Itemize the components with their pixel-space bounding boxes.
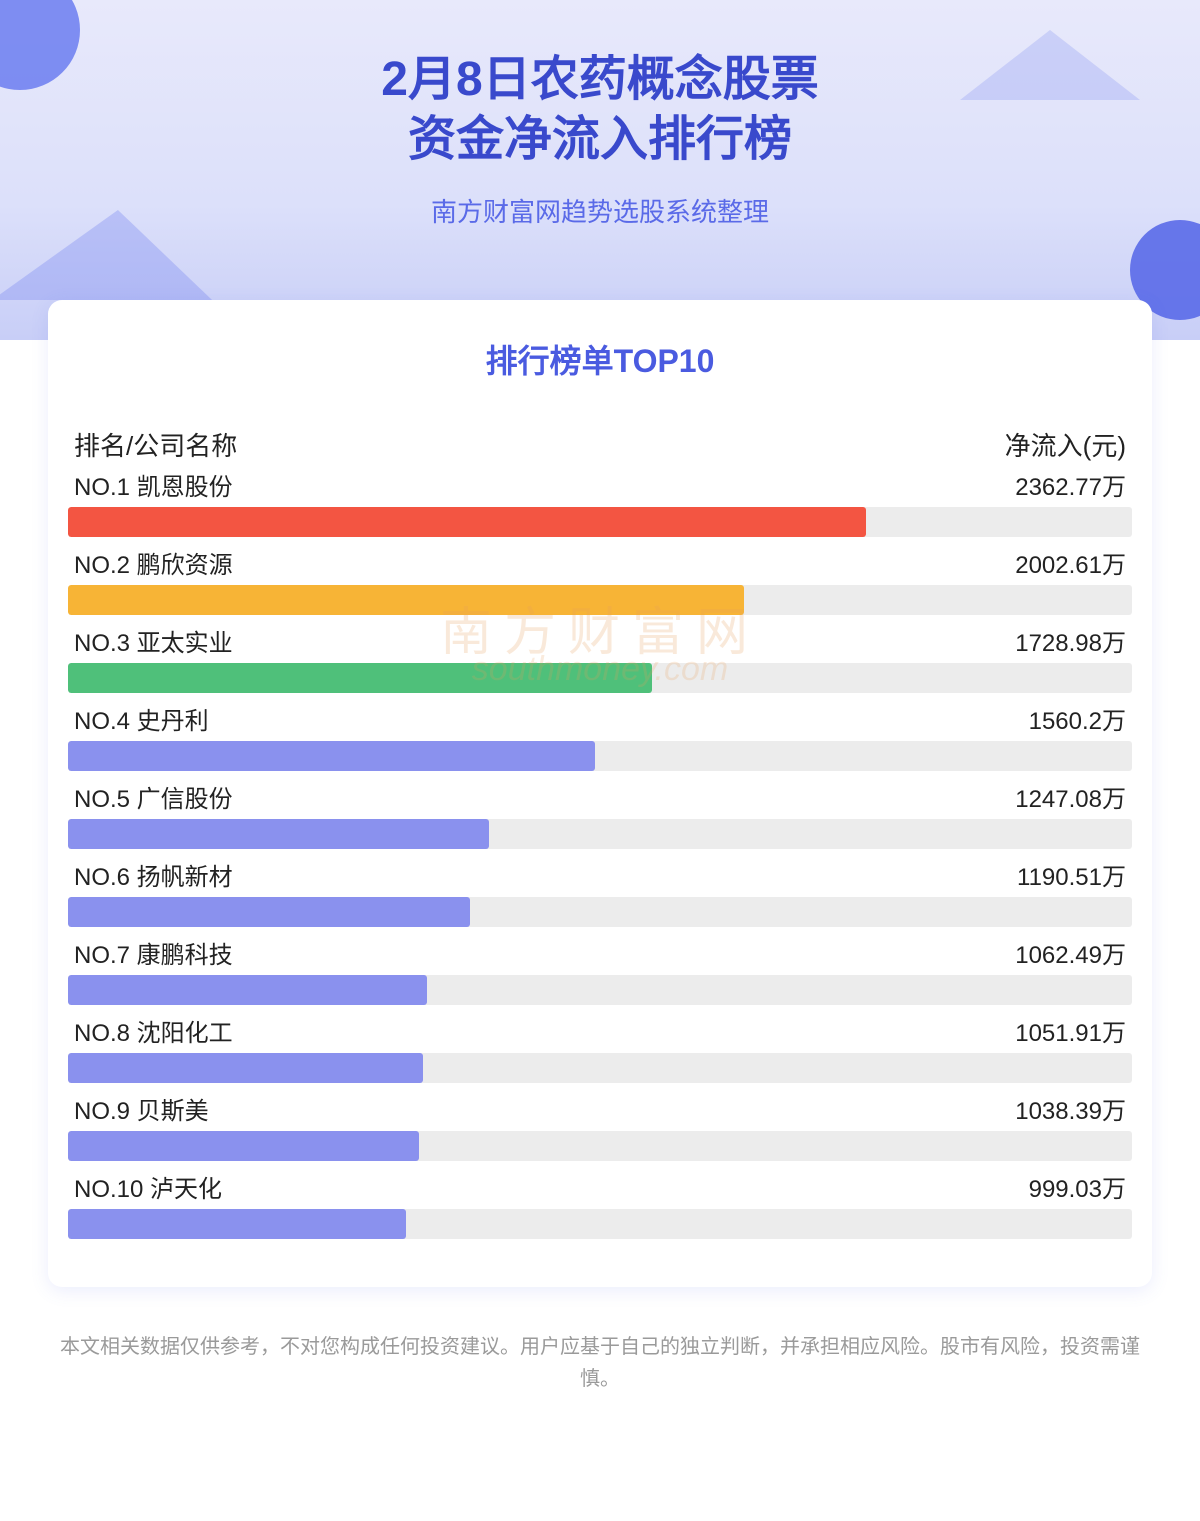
ranking-row: NO.2 鹏欣资源 2002.61万 (68, 545, 1132, 615)
bar-track (68, 507, 1132, 537)
rows-container: NO.1 凯恩股份 2362.77万 NO.2 鹏欣资源 2002.61万 NO.3 亚… (68, 467, 1132, 1239)
bar-track (68, 663, 1132, 693)
row-label: NO.5 广信股份 (74, 779, 233, 814)
bar-track (68, 741, 1132, 771)
bar-track (68, 819, 1132, 849)
ranking-row: NO.7 康鹏科技 1062.49万 (68, 935, 1132, 1005)
bar-track (68, 1209, 1132, 1239)
card-title: 排行榜单TOP10 (68, 336, 1132, 382)
bar-fill (68, 819, 489, 849)
row-header: NO.4 史丹利 1560.2万 (68, 701, 1132, 736)
col-header-right: 净流入(元) (1005, 426, 1126, 463)
row-value: 1038.39万 (1015, 1091, 1126, 1126)
row-header: NO.3 亚太实业 1728.98万 (68, 623, 1132, 658)
row-header: NO.7 康鹏科技 1062.49万 (68, 935, 1132, 970)
bar-fill (68, 1131, 419, 1161)
row-value: 2002.61万 (1015, 545, 1126, 580)
disclaimer-text: 本文相关数据仅供参考，不对您构成任何投资建议。用户应基于自己的独立判断，并承担相… (0, 1287, 1200, 1445)
row-value: 1062.49万 (1015, 935, 1126, 970)
bar-track (68, 1131, 1132, 1161)
row-value: 1051.91万 (1015, 1013, 1126, 1048)
bar-track (68, 975, 1132, 1005)
bar-track (68, 897, 1132, 927)
title-line-1: 2月8日农药概念股票 (381, 53, 818, 106)
row-label: NO.3 亚太实业 (74, 623, 233, 658)
row-value: 1560.2万 (1029, 701, 1126, 736)
page-subtitle: 南方财富网趋势选股系统整理 (0, 192, 1200, 229)
row-header: NO.8 沈阳化工 1051.91万 (68, 1013, 1132, 1048)
bar-track (68, 585, 1132, 615)
row-value: 1728.98万 (1015, 623, 1126, 658)
ranking-row: NO.10 泸天化 999.03万 (68, 1169, 1132, 1239)
ranking-row: NO.4 史丹利 1560.2万 (68, 701, 1132, 771)
row-header: NO.9 贝斯美 1038.39万 (68, 1091, 1132, 1126)
row-header: NO.10 泸天化 999.03万 (68, 1169, 1132, 1204)
ranking-row: NO.1 凯恩股份 2362.77万 (68, 467, 1132, 537)
row-value: 1247.08万 (1015, 779, 1126, 814)
row-label: NO.10 泸天化 (74, 1169, 222, 1204)
bar-fill (68, 1053, 423, 1083)
bar-fill (68, 897, 470, 927)
bar-fill (68, 741, 595, 771)
title-line-2: 资金净流入排行榜 (408, 113, 792, 166)
header-section: 2月8日农药概念股票 资金净流入排行榜 南方财富网趋势选股系统整理 (0, 0, 1200, 340)
row-label: NO.9 贝斯美 (74, 1091, 209, 1126)
row-header: NO.6 扬帆新材 1190.51万 (68, 857, 1132, 892)
bar-fill (68, 663, 652, 693)
row-value: 2362.77万 (1015, 467, 1126, 502)
ranking-row: NO.9 贝斯美 1038.39万 (68, 1091, 1132, 1161)
ranking-row: NO.8 沈阳化工 1051.91万 (68, 1013, 1132, 1083)
bar-fill (68, 1209, 406, 1239)
col-header-left: 排名/公司名称 (74, 426, 237, 463)
column-headers: 排名/公司名称 净流入(元) (68, 426, 1132, 463)
row-label: NO.4 史丹利 (74, 701, 209, 736)
ranking-row: NO.5 广信股份 1247.08万 (68, 779, 1132, 849)
row-header: NO.2 鹏欣资源 2002.61万 (68, 545, 1132, 580)
row-label: NO.8 沈阳化工 (74, 1013, 233, 1048)
ranking-row: NO.6 扬帆新材 1190.51万 (68, 857, 1132, 927)
row-value: 999.03万 (1029, 1169, 1126, 1204)
page-title: 2月8日农药概念股票 资金净流入排行榜 (0, 50, 1200, 170)
row-label: NO.6 扬帆新材 (74, 857, 233, 892)
row-header: NO.1 凯恩股份 2362.77万 (68, 467, 1132, 502)
bar-fill (68, 585, 744, 615)
row-label: NO.7 康鹏科技 (74, 935, 233, 970)
ranking-card: 南方财富网 southmoney.com 排行榜单TOP10 排名/公司名称 净… (48, 300, 1152, 1287)
row-label: NO.2 鹏欣资源 (74, 545, 233, 580)
ranking-row: NO.3 亚太实业 1728.98万 (68, 623, 1132, 693)
bar-fill (68, 975, 427, 1005)
row-label: NO.1 凯恩股份 (74, 467, 233, 502)
row-header: NO.5 广信股份 1247.08万 (68, 779, 1132, 814)
row-value: 1190.51万 (1017, 857, 1126, 892)
bar-fill (68, 507, 866, 537)
bar-track (68, 1053, 1132, 1083)
